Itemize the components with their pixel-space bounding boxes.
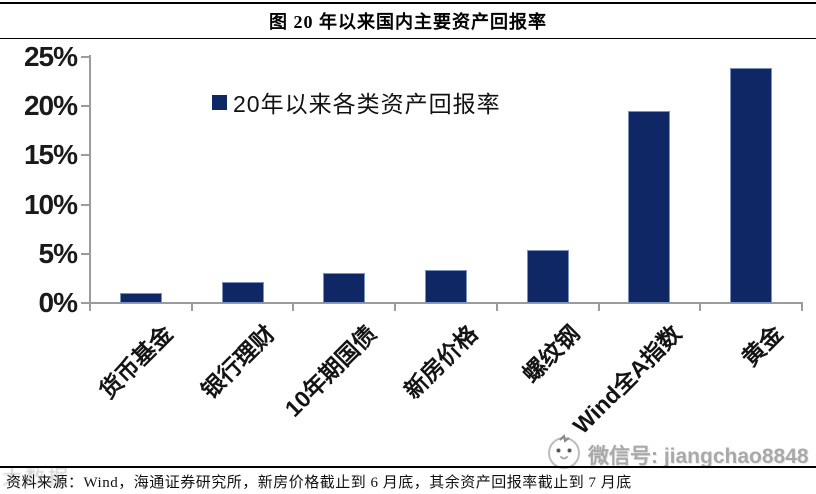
y-tick-label: 0% <box>38 287 78 318</box>
legend-swatch-icon <box>212 94 227 110</box>
x-category-label: 新房价格 <box>399 320 483 404</box>
wechat-badge: 微信号: jiangchao8848 <box>546 433 809 475</box>
x-tick <box>801 303 803 311</box>
x-category-label: 10年期国债 <box>279 320 381 422</box>
y-tick <box>81 154 89 157</box>
y-tick <box>81 302 89 304</box>
x-tick <box>394 303 397 311</box>
x-tick <box>495 303 498 311</box>
y-tick-label: 20% <box>23 90 78 122</box>
wechat-avatar-icon <box>546 433 582 475</box>
bar <box>425 269 467 303</box>
bar <box>221 282 264 303</box>
x-category-label: 货币基金 <box>94 320 178 404</box>
x-tick <box>89 303 91 311</box>
bar <box>730 67 773 303</box>
source-note: 资料来源：Wind，海通证券研究所，新房价格截止到 6 月底，其余资产回报率截止… <box>6 475 632 491</box>
x-axis-line <box>89 302 803 304</box>
y-tick-label: 10% <box>23 188 78 220</box>
y-tick-label: 25% <box>23 41 78 72</box>
bar <box>119 293 162 303</box>
bar <box>323 273 366 303</box>
chart-title: 图 20 年以来国内主要资产回报率 <box>269 12 547 32</box>
y-tick <box>81 203 89 206</box>
x-tick <box>699 303 702 311</box>
x-category-label: Wind全A指数 <box>567 320 687 439</box>
footer-divider <box>0 466 816 468</box>
title-bottom-rule <box>0 38 816 39</box>
chart-legend: 20年以来各类资产回报率 <box>212 85 501 119</box>
x-category-label: 螺纹钢 <box>517 320 585 388</box>
bar <box>628 111 671 303</box>
y-tick-label: 15% <box>23 139 78 171</box>
watermark: 大数据 <box>2 467 71 489</box>
x-category-label: 黄金 <box>736 320 788 372</box>
x-tick <box>292 303 295 311</box>
y-tick-label: 5% <box>38 237 78 269</box>
y-tick <box>81 56 89 58</box>
wechat-id: 微信号: jiangchao8848 <box>588 444 809 468</box>
y-tick <box>81 252 89 255</box>
title-top-rule <box>0 2 816 4</box>
x-tick <box>190 303 193 311</box>
x-tick <box>597 303 600 311</box>
y-tick <box>81 105 89 108</box>
y-axis-line <box>89 55 91 303</box>
x-category-label: 银行理财 <box>195 320 280 404</box>
legend-label: 20年以来各类资产回报率 <box>233 91 501 117</box>
bar <box>526 249 569 303</box>
